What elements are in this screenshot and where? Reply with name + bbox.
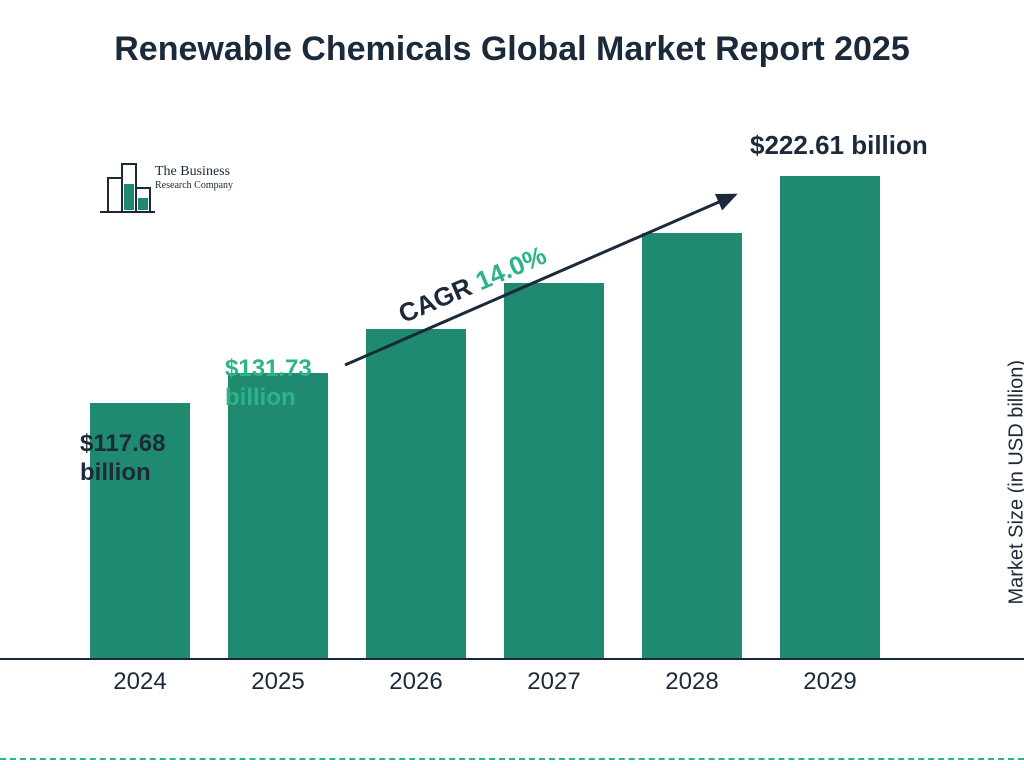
value-callout: $222.61 billion (750, 130, 928, 161)
value-callout: $117.68billion (80, 430, 165, 488)
dashed-divider (0, 758, 1024, 760)
cagr-arrow (0, 0, 1024, 768)
value-callout: $131.73billion (225, 355, 312, 413)
x-axis-baseline (0, 658, 1024, 660)
